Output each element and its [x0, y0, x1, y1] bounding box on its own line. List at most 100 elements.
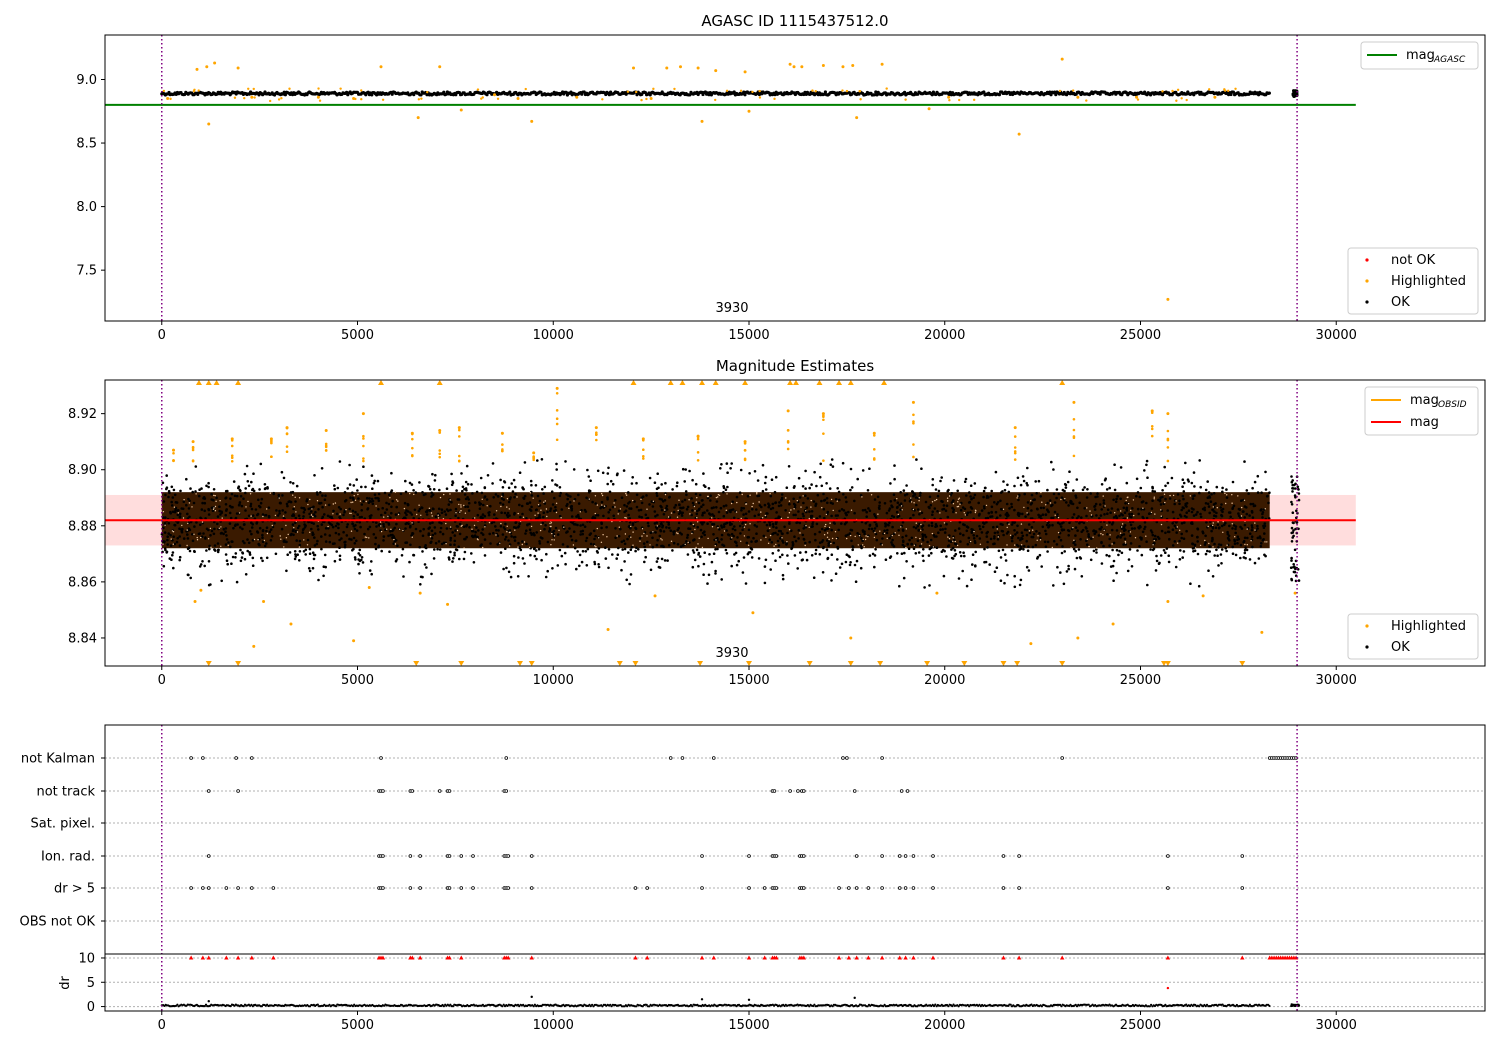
- ok-point-light: [1150, 511, 1153, 514]
- ok-point-light: [918, 497, 920, 499]
- ok-point: [513, 539, 517, 542]
- ok-point: [1047, 520, 1050, 524]
- ok-point: [1039, 536, 1042, 540]
- ok-point-light: [896, 498, 898, 500]
- ok-point: [1115, 548, 1119, 552]
- ok-point: [163, 540, 166, 543]
- ok-point: [1074, 496, 1078, 499]
- ok-point: [706, 522, 709, 525]
- ok-point-light: [714, 545, 716, 547]
- ok-point: [405, 541, 409, 544]
- ok-point: [903, 551, 906, 555]
- ok-point: [1291, 479, 1294, 482]
- ok-point: [1196, 552, 1200, 556]
- ok-point: [866, 489, 870, 492]
- ok-point: [931, 510, 934, 513]
- highlighted-point: [420, 97, 423, 100]
- ok-point: [608, 508, 612, 512]
- ok-point: [323, 553, 327, 557]
- highlighted-point: [192, 90, 196, 93]
- ok-point: [898, 584, 901, 588]
- ok-point: [865, 510, 868, 514]
- ok-point: [729, 523, 732, 526]
- ok-point: [1224, 547, 1227, 550]
- ok-point-light: [717, 494, 720, 496]
- ok-point-light: [521, 543, 523, 546]
- ok-point: [861, 469, 865, 472]
- ok-point: [899, 502, 903, 506]
- ok-point: [234, 523, 237, 526]
- ok-point: [432, 488, 436, 491]
- ok-point-light: [948, 538, 951, 540]
- ok-point: [848, 555, 851, 559]
- ok-point: [542, 515, 545, 519]
- ok-point: [220, 531, 223, 535]
- ok-point-light: [857, 544, 859, 546]
- ok-point: [229, 516, 233, 520]
- ok-point: [483, 538, 487, 541]
- ok-point: [544, 524, 547, 527]
- ok-point-light: [900, 505, 903, 507]
- ok-point: [644, 555, 647, 559]
- ok-point: [195, 521, 198, 524]
- ok-point-light: [219, 500, 221, 502]
- ok-point-light: [632, 499, 634, 502]
- ok-point: [521, 540, 524, 543]
- ok-point: [171, 496, 175, 499]
- ok-point-light: [946, 497, 949, 499]
- highlighted-point: [1234, 87, 1237, 90]
- ok-point: [162, 564, 166, 568]
- ok-point: [225, 538, 229, 541]
- ok-point: [510, 535, 513, 538]
- ok-point: [724, 504, 728, 507]
- ok-point: [697, 553, 700, 556]
- ok-point: [797, 476, 801, 480]
- ok-point: [888, 556, 892, 559]
- ok-point: [1179, 515, 1183, 518]
- ok-point: [411, 532, 415, 535]
- ok-point: [815, 522, 819, 526]
- ok-point: [697, 564, 700, 568]
- ok-point: [1041, 513, 1045, 516]
- ok-point: [531, 532, 535, 536]
- ok-point: [830, 579, 833, 582]
- ok-point: [441, 532, 445, 536]
- ok-point: [1211, 538, 1214, 542]
- ok-point: [1136, 507, 1140, 511]
- ok-point: [238, 503, 241, 506]
- ok-point: [873, 498, 877, 501]
- ok-point: [1083, 507, 1086, 510]
- ok-point: [930, 521, 934, 525]
- ok-point: [1063, 489, 1066, 493]
- ok-point: [222, 528, 226, 531]
- ok-point: [366, 507, 370, 510]
- ok-point: [247, 484, 251, 488]
- ok-point-light: [210, 546, 212, 548]
- ok-point: [990, 511, 993, 514]
- ok-point-light: [445, 522, 447, 525]
- ok-point: [1056, 565, 1059, 569]
- ok-point-light: [823, 534, 826, 536]
- ok-point: [187, 546, 191, 549]
- ok-point: [1231, 527, 1234, 530]
- ok-point: [1245, 512, 1249, 516]
- ok-point: [238, 501, 242, 504]
- ok-point-light: [670, 512, 673, 514]
- ok-point-light: [212, 508, 215, 510]
- ok-point: [1026, 483, 1029, 487]
- ok-point: [596, 514, 600, 517]
- ok-point: [609, 479, 613, 483]
- ok-point-light: [220, 545, 222, 547]
- ok-point: [554, 505, 557, 509]
- ok-point-light: [997, 536, 999, 538]
- ok-point: [1226, 536, 1230, 540]
- ok-point: [480, 531, 483, 535]
- ok-point: [875, 538, 879, 542]
- ok-point: [924, 500, 928, 504]
- ok-point: [771, 506, 775, 510]
- ok-point-light: [1026, 512, 1028, 514]
- ok-point: [269, 528, 273, 531]
- ok-point: [1225, 549, 1228, 553]
- ok-point: [656, 513, 659, 517]
- ok-point: [374, 536, 378, 540]
